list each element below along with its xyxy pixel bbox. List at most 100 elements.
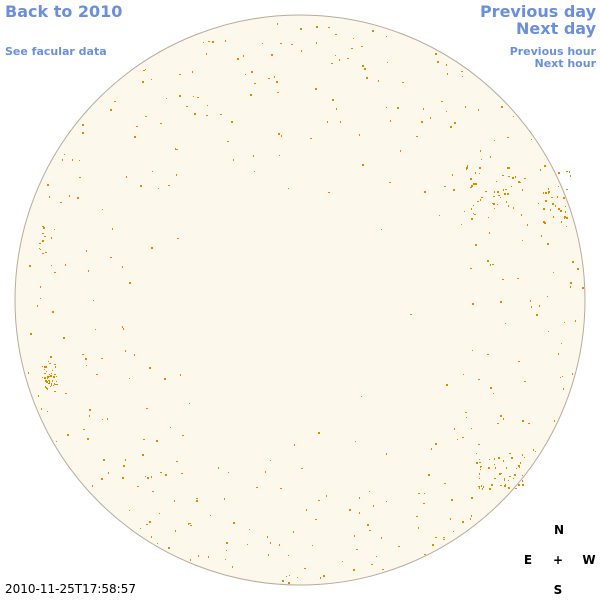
facula [472,350,473,351]
facula [493,196,495,197]
facula [38,395,39,397]
facula [123,465,125,467]
facula [506,201,507,203]
facula [545,192,547,194]
facula [522,475,523,476]
facula [54,229,55,230]
facula [497,423,499,424]
facula [531,306,532,308]
facula [122,477,124,479]
facula [220,114,222,115]
facula [69,195,70,197]
facula [42,233,44,234]
facula [142,81,144,83]
facula [386,36,387,37]
facula [342,561,343,562]
facula [274,76,275,78]
facula [47,377,48,379]
facula [398,546,400,547]
facula [44,236,46,237]
previous-hour-link[interactable]: Previous hour [509,45,596,58]
facula [250,94,252,96]
facula [49,363,51,364]
facula [461,71,463,72]
facula [79,177,81,178]
facula [301,50,302,52]
facula [566,189,568,190]
facula [470,178,472,180]
facula [498,195,500,196]
facula [473,213,474,214]
facular-link[interactable]: See facular data [5,45,107,58]
facula [249,529,250,530]
facula [508,480,509,481]
facula [518,361,520,362]
facula [513,207,514,209]
facula [108,472,109,474]
facula [164,378,166,380]
facula [480,469,481,470]
facula [277,23,278,25]
facula [47,184,49,186]
facula [504,193,506,195]
back-link[interactable]: Back to 2010 [5,2,123,21]
facula [254,171,255,172]
facula [560,377,561,378]
facula [547,243,549,245]
facula [28,372,29,374]
facula [522,480,523,482]
facula [558,208,560,210]
facula [72,159,73,161]
facula [48,380,50,381]
facula [582,287,584,289]
facula [136,126,138,127]
facula [504,485,506,487]
facula [315,519,317,520]
facula [441,101,443,102]
facula [490,264,491,266]
facula [122,266,123,268]
facula [82,124,84,126]
next-day-link[interactable]: Next day [516,19,596,38]
facula [225,40,226,42]
facula [151,247,153,249]
facula [446,64,447,66]
facula [152,491,154,492]
facula [541,235,542,237]
facula [51,373,52,374]
facula [49,376,50,377]
facula [465,106,466,108]
facula [369,530,371,531]
facula [65,393,67,394]
facula [453,531,454,532]
facula [471,515,472,517]
facula [479,459,480,460]
facula [159,513,160,514]
next-hour-link[interactable]: Next hour [534,57,597,70]
facula [418,493,420,494]
facula [516,468,517,469]
facula [46,387,47,389]
facula [565,211,566,213]
facula [137,486,139,487]
facula [505,323,506,324]
facula [56,441,57,442]
facula [86,365,87,366]
facula [527,224,528,226]
facula [494,464,495,465]
facula [479,167,481,169]
facula [114,101,116,102]
facula [160,472,162,473]
facula [180,374,181,376]
facula [280,488,282,489]
facula [522,420,524,422]
facula [54,391,56,392]
facula [524,381,526,382]
facula [316,42,317,44]
facula [416,136,418,137]
facula [444,483,446,484]
facula [63,337,65,339]
facula [451,499,453,501]
previous-day-link[interactable]: Previous day [479,2,596,21]
facula [42,253,44,254]
